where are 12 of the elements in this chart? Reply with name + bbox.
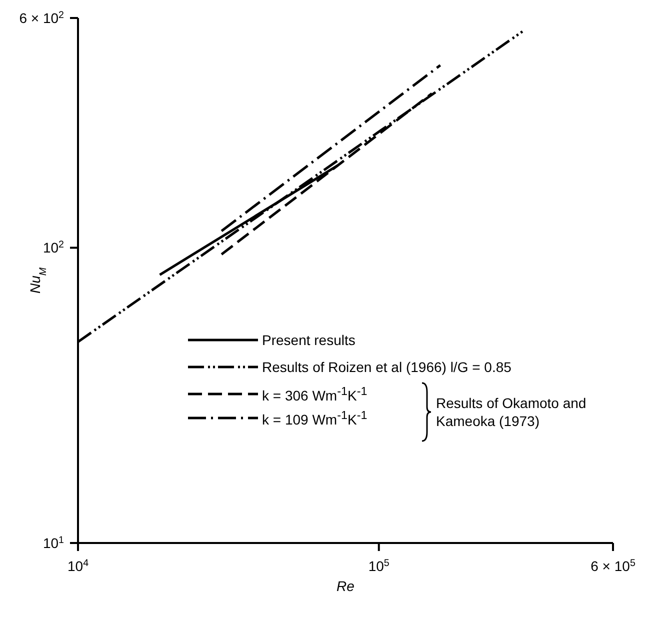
annotation: Results of Okamoto and Kameoka (1973) <box>436 394 588 430</box>
legend-label: Results of Roizen et al (1966) l/G = 0.85 <box>262 358 512 376</box>
y-tick-label: 10$^{2}$ <box>42 239 64 256</box>
x-tick-label: 6 × 10$^{5}$ <box>590 558 636 574</box>
legend-label: k = 109 Wm$^{-1}$K$^{-1}$ <box>262 408 368 429</box>
x-axis-title: Re <box>336 578 355 594</box>
x-tick-label: 10$^{4}$ <box>67 558 90 574</box>
y-tick-label: 6 × 10$^{2}$ <box>19 10 64 26</box>
legend-label: k = 306 Wm$^{-1}$K$^{-1}$ <box>262 384 368 405</box>
x-tick-label: 10$^{5}$ <box>368 558 390 574</box>
legend-label: Present results <box>262 331 356 349</box>
y-tick-label: 10$^{1}$ <box>42 534 64 551</box>
